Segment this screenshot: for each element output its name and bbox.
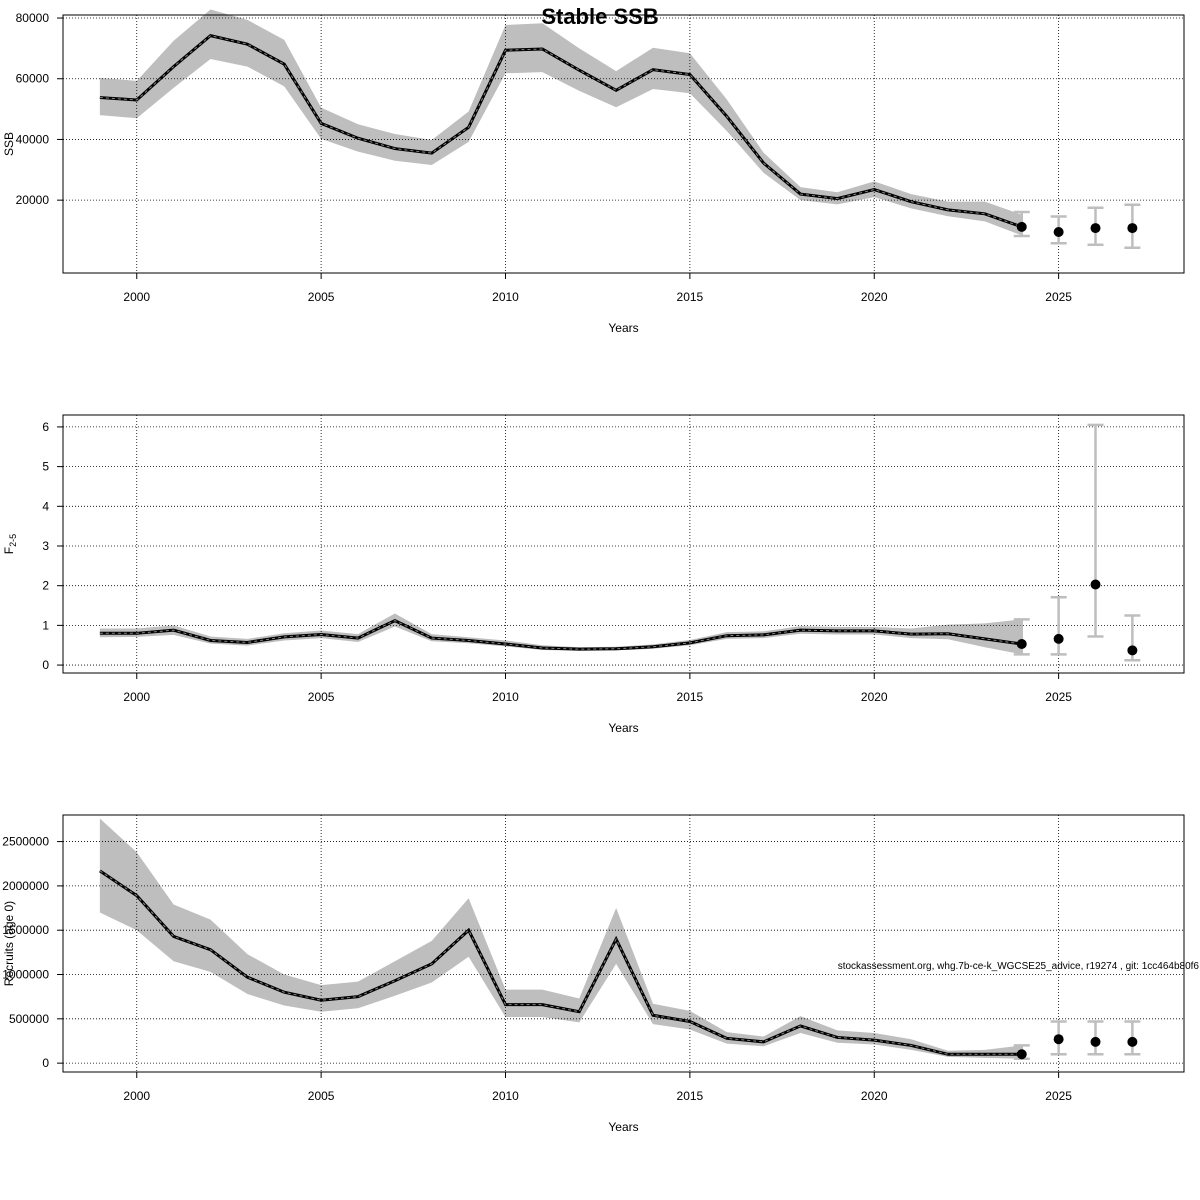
- panel-3: 2000 2005 2010 2015 2020 2025 0 500000 1000000 15…: [2, 814, 1185, 1134]
- x-tick-label: 2025: [1045, 1089, 1072, 1103]
- x-tick-label: 2010: [492, 1089, 519, 1103]
- panel-1: 2000 2005 2010 2015 2020 2025 20000 40000 60000 8…: [2, 9, 1185, 335]
- confidence-band: [99, 818, 1022, 1059]
- x-axis-label: Years: [608, 321, 638, 335]
- forecast-point: [1016, 221, 1027, 232]
- figure-title: Stable SSB: [541, 4, 658, 29]
- y-tick-label: 1000000: [2, 968, 49, 982]
- x-tick-label: 2015: [677, 290, 704, 304]
- x-tick-label: 2020: [861, 690, 888, 704]
- y-tick-label: 5: [42, 460, 49, 474]
- forecast-point: [1127, 1036, 1138, 1047]
- x-tick-label: 2005: [308, 290, 335, 304]
- y-tick-label: 40000: [16, 132, 50, 146]
- confidence-band: [99, 613, 1022, 655]
- forecast-point: [1053, 1034, 1064, 1045]
- y-tick-label: 2: [42, 579, 49, 593]
- forecast-point: [1053, 633, 1064, 644]
- estimate-line-dash: [99, 870, 1022, 1055]
- forecast-point: [1090, 1036, 1101, 1047]
- y-tick-label: 2500000: [2, 835, 49, 849]
- plot-frame: [62, 814, 1185, 1073]
- x-tick-label: 2015: [677, 690, 704, 704]
- x-tick-label: 2000: [123, 1089, 150, 1103]
- y-tick-label: 500000: [9, 1012, 49, 1026]
- y-tick-label: 4: [42, 499, 49, 513]
- panel-2: 2000 2005 2010 2015 2020 2025 0 1 2 3 4 5 6 Years F2-5: [2, 414, 1185, 735]
- confidence-band: [99, 9, 1022, 236]
- forecast-point: [1090, 579, 1101, 590]
- y-tick-label: 80000: [16, 11, 50, 25]
- y-tick-label: 1500000: [2, 923, 49, 937]
- plot-frame: [62, 14, 1185, 274]
- x-tick-label: 2025: [1045, 690, 1072, 704]
- y-tick-label: 0: [42, 658, 49, 672]
- x-tick-label: 2020: [861, 1089, 888, 1103]
- x-axis-label: Years: [608, 721, 638, 735]
- x-tick-label: 2000: [123, 690, 150, 704]
- forecast-point: [1016, 1049, 1027, 1060]
- forecast-point: [1016, 639, 1027, 650]
- y-tick-label: 0: [42, 1056, 49, 1070]
- x-tick-label: 2010: [492, 690, 519, 704]
- x-axis-label: Years: [608, 1120, 638, 1134]
- forecast-point: [1127, 223, 1138, 234]
- x-tick-label: 2025: [1045, 290, 1072, 304]
- y-tick-label: 2000000: [2, 879, 49, 893]
- y-tick-label: 3: [42, 539, 49, 553]
- forecast-point: [1090, 223, 1101, 234]
- forecast-point: [1053, 227, 1064, 238]
- x-tick-label: 2020: [861, 290, 888, 304]
- chart-panels: 2000 2005 2010 2015 2020 20252000040000600008…: [2, 9, 1185, 1134]
- y-axis-label: F2-5: [2, 534, 18, 554]
- estimate-line-dash: [99, 35, 1022, 228]
- x-tick-label: 2005: [308, 1089, 335, 1103]
- plot-frame: [62, 414, 1185, 674]
- y-axis-label: SSB: [2, 132, 16, 156]
- y-axis-label: Recruits (age 0): [2, 901, 16, 986]
- estimate-line-dash: [99, 620, 1022, 650]
- y-tick-label: 1: [42, 618, 49, 632]
- forecast-point: [1127, 645, 1138, 656]
- footnote: stockassessment.org, whg.7b-ce-k_WGCSE25…: [838, 961, 1200, 972]
- y-tick-label: 20000: [16, 193, 50, 207]
- y-tick-label: 6: [42, 420, 49, 434]
- x-tick-label: 2005: [308, 690, 335, 704]
- y-tick-label: 60000: [16, 72, 50, 86]
- y-axis-label-subscript: 2-5: [8, 534, 18, 547]
- x-tick-label: 2015: [677, 1089, 704, 1103]
- x-tick-label: 2010: [492, 290, 519, 304]
- x-tick-label: 2000: [123, 290, 150, 304]
